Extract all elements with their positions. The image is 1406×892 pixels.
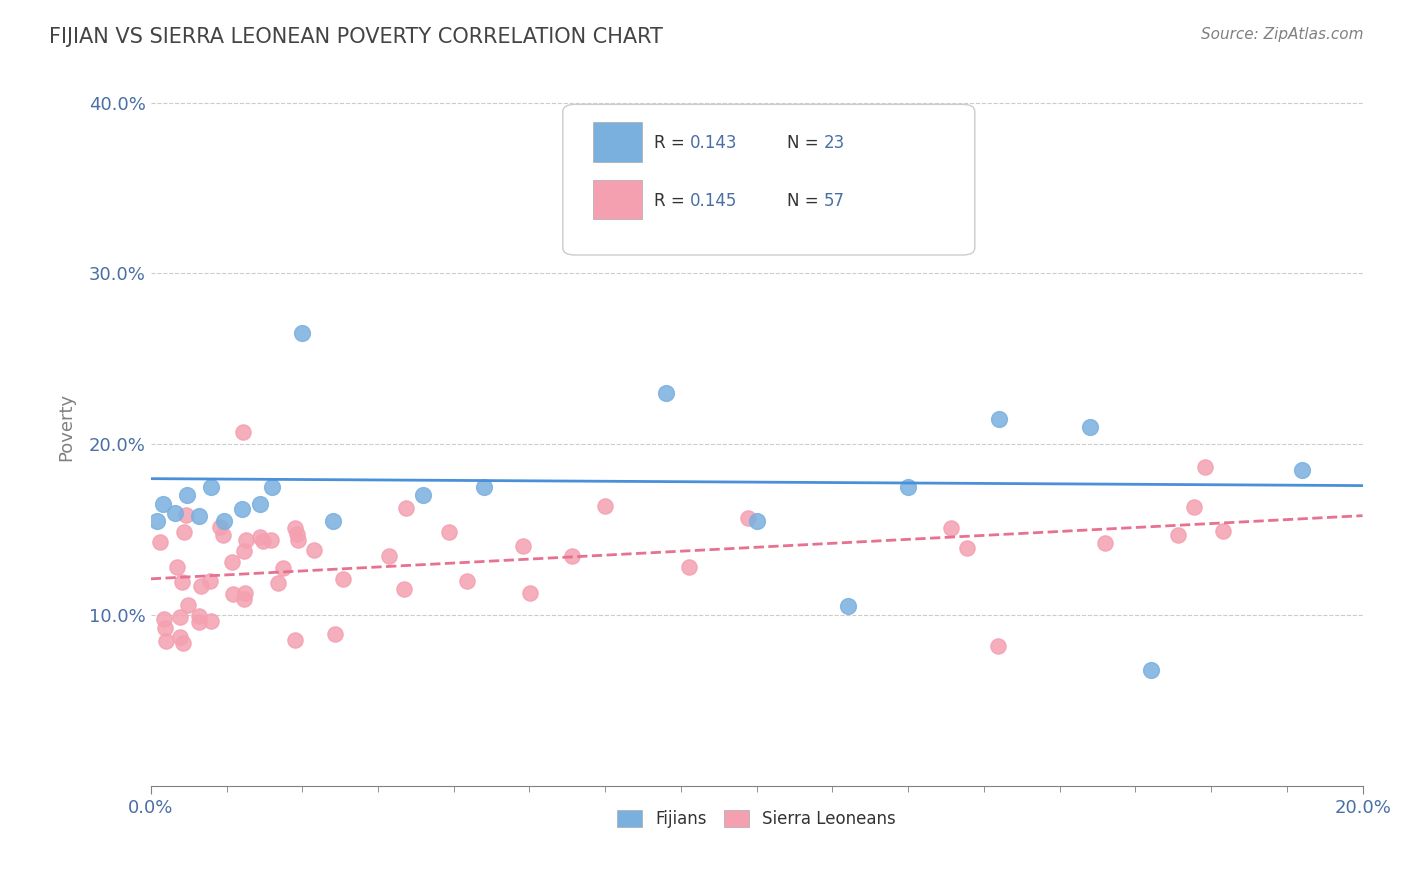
Point: [284, 521, 307, 535]
Text: N =: N =: [787, 134, 824, 153]
Text: 23: 23: [824, 134, 845, 153]
Point: [1078, 420, 1101, 434]
Point: [285, 527, 308, 541]
Point: [172, 636, 194, 650]
Point: [1194, 460, 1216, 475]
Point: [456, 574, 478, 589]
Point: [208, 519, 231, 533]
Point: [169, 630, 191, 644]
Point: [221, 555, 243, 569]
Point: [235, 533, 257, 547]
Point: [200, 614, 222, 628]
Point: [252, 534, 274, 549]
Point: [395, 500, 418, 515]
Text: 0.143: 0.143: [690, 134, 738, 153]
Y-axis label: Poverty: Poverty: [58, 393, 75, 461]
Text: Source: ZipAtlas.com: Source: ZipAtlas.com: [1201, 27, 1364, 42]
Point: [897, 480, 920, 494]
Point: [233, 585, 256, 599]
Point: [163, 506, 186, 520]
Point: [1167, 528, 1189, 542]
Point: [155, 633, 177, 648]
Point: [200, 480, 222, 494]
Point: [249, 497, 271, 511]
Text: N =: N =: [787, 192, 824, 211]
Point: [1291, 463, 1313, 477]
Point: [233, 543, 256, 558]
Point: [302, 543, 325, 558]
Point: [745, 514, 768, 528]
Point: [284, 633, 307, 648]
Point: [412, 488, 434, 502]
Bar: [593, 179, 641, 219]
Text: FIJIAN VS SIERRA LEONEAN POVERTY CORRELATION CHART: FIJIAN VS SIERRA LEONEAN POVERTY CORRELA…: [49, 27, 664, 46]
Point: [564, 164, 586, 178]
Text: 57: 57: [824, 192, 845, 211]
Point: [267, 575, 290, 590]
Point: [260, 480, 283, 494]
Point: [222, 587, 245, 601]
Text: R =: R =: [654, 192, 690, 211]
Point: [287, 533, 309, 548]
Point: [512, 540, 534, 554]
Point: [323, 627, 346, 641]
Point: [956, 541, 979, 555]
Point: [177, 599, 200, 613]
FancyBboxPatch shape: [562, 104, 974, 255]
Point: [231, 502, 253, 516]
Point: [188, 615, 211, 630]
Point: [987, 640, 1010, 654]
Point: [332, 572, 354, 586]
Point: [837, 599, 859, 614]
Point: [249, 530, 271, 544]
Point: [188, 609, 211, 624]
Point: [173, 524, 195, 539]
Point: [1094, 535, 1116, 549]
Point: [1212, 524, 1234, 539]
Point: [737, 511, 759, 525]
Point: [176, 488, 198, 502]
Point: [170, 574, 193, 589]
Point: [322, 514, 344, 528]
Point: [1139, 663, 1161, 677]
Text: R =: R =: [654, 134, 690, 153]
Point: [472, 480, 495, 494]
Point: [166, 559, 188, 574]
Point: [291, 326, 314, 341]
Point: [198, 574, 221, 588]
Point: [988, 411, 1011, 425]
Point: [146, 514, 169, 528]
Point: [212, 528, 235, 542]
Point: [152, 612, 174, 626]
Point: [377, 549, 399, 564]
Point: [188, 508, 211, 523]
Point: [174, 508, 197, 522]
Point: [437, 525, 460, 540]
Point: [232, 591, 254, 606]
Point: [155, 621, 177, 635]
Point: [149, 535, 172, 549]
Point: [232, 425, 254, 439]
Point: [1182, 500, 1205, 515]
Point: [655, 386, 678, 401]
Point: [212, 514, 235, 528]
Point: [152, 497, 174, 511]
Point: [392, 582, 415, 597]
Point: [519, 586, 541, 600]
Legend: Fijians, Sierra Leoneans: Fijians, Sierra Leoneans: [610, 804, 903, 835]
Point: [939, 521, 962, 535]
Point: [169, 610, 191, 624]
Point: [595, 499, 617, 513]
Point: [561, 549, 583, 564]
Point: [190, 579, 212, 593]
Point: [678, 560, 700, 574]
Point: [260, 533, 283, 548]
Bar: [593, 122, 641, 161]
Point: [271, 560, 294, 574]
Text: 0.145: 0.145: [690, 192, 737, 211]
